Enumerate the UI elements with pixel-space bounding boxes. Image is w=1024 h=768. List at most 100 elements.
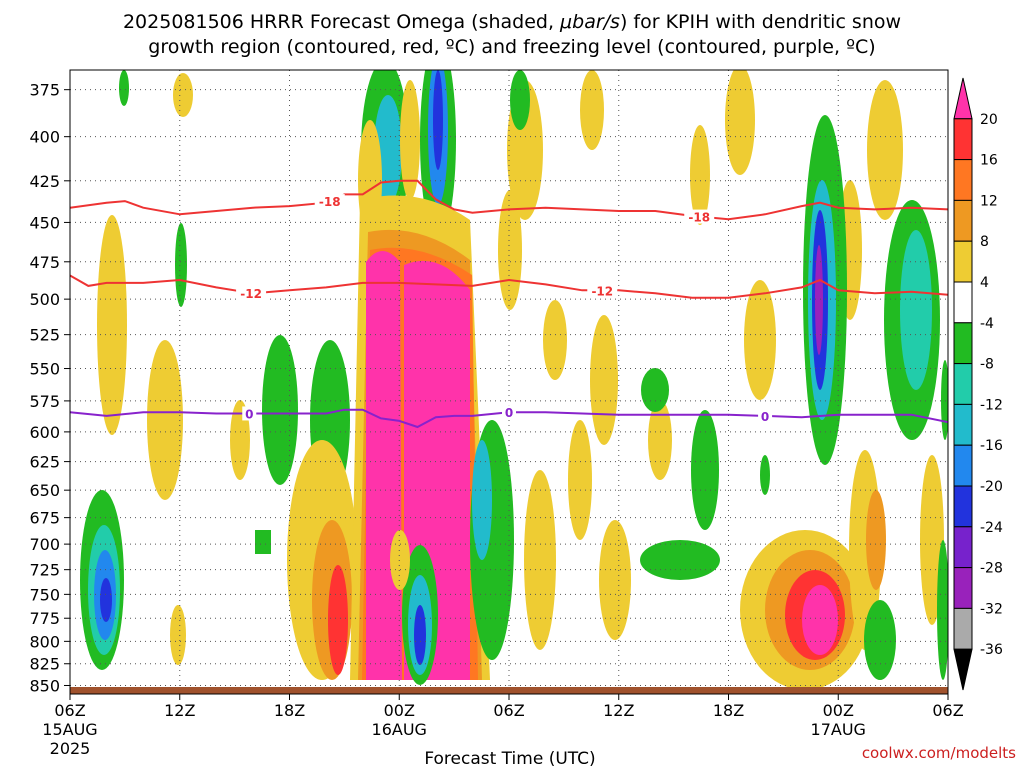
x-tick-date-label: 17AUG	[811, 720, 866, 739]
y-tick-label: 800	[29, 632, 60, 651]
y-tick-label: 850	[29, 676, 60, 695]
omega-blob-positive	[390, 530, 410, 590]
contour-label-background	[587, 283, 618, 298]
colorbar-bin	[953, 281, 973, 324]
contour-label-background	[314, 194, 345, 209]
colorbar-bin	[953, 322, 973, 365]
colorbar: 20 16 12 8 4 -4 -8 -12 -16 -20 -24 -28 -32 -36	[953, 77, 1003, 691]
omega-blob-negative	[433, 70, 443, 170]
terrain-strip	[70, 687, 948, 694]
chart-title-line-2: growth region (contoured, red, ºC) and f…	[148, 36, 875, 58]
omega-blob-negative	[815, 245, 823, 355]
contour-label: 0	[245, 407, 253, 421]
credit-text: coolwx.com/modelts	[862, 744, 1016, 762]
x-tick-label: 06Z	[932, 701, 963, 720]
x-tick-label: 06Z	[493, 701, 524, 720]
omega-blob-positive	[328, 565, 348, 675]
colorbar-arrow-bottom	[953, 648, 973, 691]
colorbar-label: 16	[980, 153, 998, 169]
contour-line--12	[70, 274, 948, 299]
omega-blob-negative	[255, 530, 271, 554]
contour-label: -18	[688, 211, 710, 225]
colorbar-bin	[953, 444, 973, 487]
contour-lines: -18 -18 -12 -12 0 0 0	[70, 179, 948, 429]
omega-shading	[80, 70, 948, 690]
contour-label: 0	[761, 410, 769, 424]
colorbar-arrow-top	[953, 77, 973, 120]
x-tick-year-label: 2025	[50, 739, 91, 758]
omega-blob-negative	[119, 70, 129, 106]
omega-blob-negative	[641, 368, 669, 412]
omega-main-ascent-core-left	[366, 251, 402, 680]
colorbar-bin	[953, 526, 973, 569]
y-axis: 375 400 425 450 475 500 525 550 575 600 625 650 675 7…	[29, 81, 70, 695]
omega-blob-negative	[937, 540, 948, 680]
colorbar-label: -36	[980, 642, 1003, 658]
omega-blob-positive	[590, 315, 618, 445]
colorbar-label: -8	[980, 357, 994, 373]
y-tick-label: 700	[29, 535, 60, 554]
omega-blob-negative	[640, 540, 720, 580]
x-tick-label: 06Z	[54, 701, 85, 720]
x-tick-label: 18Z	[274, 701, 305, 720]
x-tick-date-label: 16AUG	[372, 720, 427, 739]
colorbar-label: -32	[980, 601, 1003, 617]
colorbar-bin	[953, 363, 973, 405]
omega-blob-positive	[867, 80, 903, 220]
omega-blob-negative	[941, 360, 948, 440]
colorbar-bin	[953, 118, 973, 161]
omega-blob-positive	[400, 80, 420, 200]
colorbar-label: -12	[980, 397, 1003, 413]
y-tick-label: 375	[29, 81, 60, 100]
colorbar-label: -24	[980, 520, 1003, 536]
omega-blob-positive	[744, 280, 776, 400]
omega-blob-positive	[97, 215, 127, 435]
y-tick-label: 750	[29, 585, 60, 604]
colorbar-label: -28	[980, 561, 1003, 577]
contour-line-0	[70, 408, 948, 429]
omega-blob-negative	[414, 605, 426, 665]
colorbar-label: -4	[980, 316, 994, 332]
contour-label: -12	[240, 287, 262, 301]
omega-blob-positive	[648, 400, 672, 480]
y-tick-label: 475	[29, 253, 60, 272]
omega-blob-negative	[100, 578, 112, 622]
omega-blob-positive	[866, 490, 886, 590]
y-tick-label: 675	[29, 509, 60, 528]
y-tick-label: 450	[29, 213, 60, 232]
y-tick-label: 525	[29, 326, 60, 345]
colorbar-bin	[953, 240, 973, 283]
contour-label: -18	[319, 195, 341, 209]
contour-label-background	[236, 285, 267, 300]
y-tick-label: 425	[29, 172, 60, 191]
omega-blob-positive	[802, 585, 838, 655]
contour-label: -12	[591, 284, 613, 298]
y-tick-label: 775	[29, 609, 60, 628]
colorbar-label: 4	[980, 275, 989, 291]
y-tick-label: 550	[29, 360, 60, 379]
colorbar-label: 8	[980, 234, 989, 250]
chart-title-line-1: 2025081506 HRRR Forecast Omega (shaded, …	[123, 11, 901, 33]
omega-blob-negative	[472, 440, 492, 560]
contour-line--18	[70, 179, 948, 221]
y-tick-label: 600	[29, 423, 60, 442]
colorbar-label: -16	[980, 438, 1003, 454]
contour-label-background	[502, 405, 516, 420]
contour-label: 0	[505, 406, 513, 420]
x-tick-label: 00Z	[823, 701, 854, 720]
colorbar-bin	[953, 567, 973, 609]
omega-blob-positive	[173, 73, 193, 117]
omega-blob-positive	[170, 605, 186, 665]
colorbar-label: 20	[980, 112, 998, 128]
contour-label-background	[684, 209, 715, 224]
y-tick-label: 575	[29, 392, 60, 411]
omega-blob-negative	[760, 455, 770, 495]
x-tick-label: 12Z	[164, 701, 195, 720]
omega-blob-positive	[725, 70, 755, 175]
omega-blob-positive	[524, 470, 556, 650]
y-tick-label: 625	[29, 453, 60, 472]
omega-blob-positive	[568, 420, 592, 540]
omega-blob-negative	[175, 223, 187, 307]
